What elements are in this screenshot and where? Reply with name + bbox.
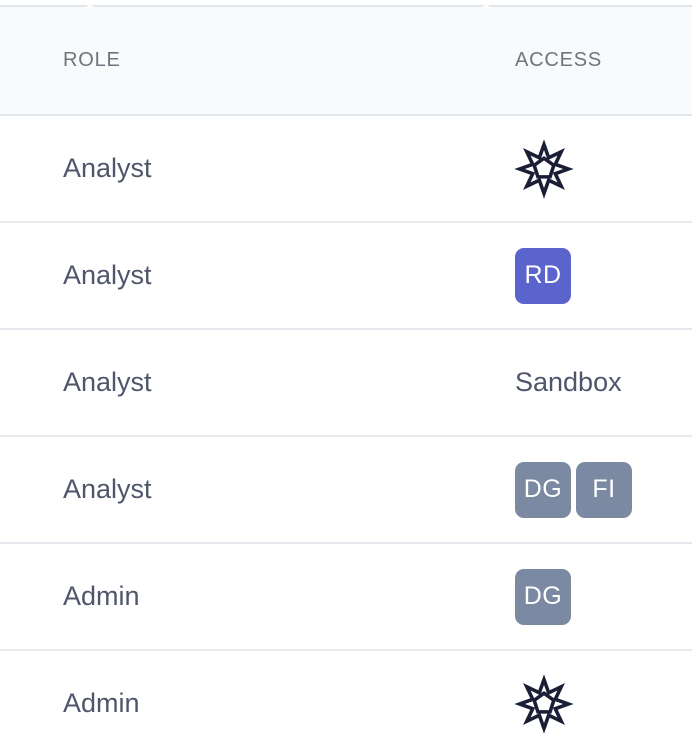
role-cell-text: Analyst (63, 260, 152, 290)
star-seal-icon (513, 674, 575, 734)
role-cell-text: Analyst (63, 153, 152, 183)
access-cell: Sandbox (515, 367, 692, 398)
role-cell-text: Analyst (63, 367, 152, 397)
top-strip (0, 0, 692, 5)
top-divider (0, 3, 692, 11)
column-header-access: ACCESS (515, 49, 603, 71)
access-cell: DG FI (515, 461, 692, 518)
table-row[interactable]: Admin DG (0, 544, 692, 651)
table-row[interactable]: Analyst Sandbox (0, 330, 692, 437)
table-row[interactable]: Analyst RD (0, 223, 692, 330)
table-row[interactable]: Admin (0, 651, 692, 750)
access-badge: DG (515, 461, 571, 518)
role-cell-text: Admin (63, 688, 140, 718)
access-badge: RD (515, 247, 571, 304)
star-seal-icon (513, 139, 575, 199)
column-header-role: ROLE (63, 49, 121, 71)
role-cell-text: Admin (63, 581, 140, 611)
table-header: ROLE ACCESS (0, 7, 692, 116)
table-row[interactable]: Analyst (0, 116, 692, 223)
access-cell: DG (515, 568, 692, 625)
header-notch (479, 3, 493, 11)
table-body: Analyst Analyst RD Analyst Sandbox Analy… (0, 116, 692, 750)
header-notch (83, 3, 97, 11)
access-cell: RD (515, 247, 692, 304)
access-badge: FI (576, 461, 632, 518)
table-row[interactable]: Analyst DG FI (0, 437, 692, 544)
access-cell (515, 139, 692, 199)
role-cell-text: Analyst (63, 474, 152, 504)
access-badge: DG (515, 568, 571, 625)
access-text: Sandbox (515, 367, 622, 397)
access-cell (515, 674, 692, 734)
